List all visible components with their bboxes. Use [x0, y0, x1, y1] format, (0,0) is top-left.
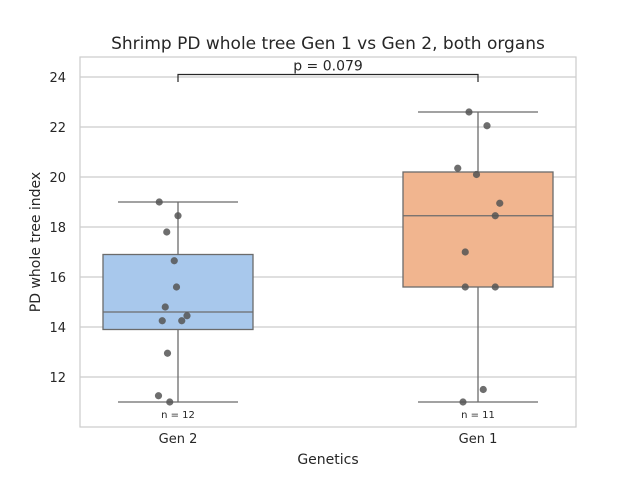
data-point [472, 170, 481, 179]
sample-size-label: n = 11 [461, 410, 495, 421]
box-iqr [402, 171, 554, 288]
data-point [155, 198, 163, 206]
data-point [172, 283, 181, 291]
y-tick-label: 12 [49, 371, 66, 386]
data-points [154, 108, 504, 406]
significance-annotation: p = 0.079 [177, 59, 479, 82]
y-tick-label: 18 [49, 221, 66, 236]
y-tick-labels: 12 14 16 18 20 22 24 [49, 71, 66, 386]
box-iqr [102, 253, 254, 331]
x-tick-labels: Gen 2 Gen 1 [159, 432, 498, 447]
y-axis-label: PD whole tree index [28, 172, 44, 312]
data-point [479, 385, 487, 394]
data-point [461, 248, 469, 256]
data-point [166, 398, 174, 406]
box-gen-2: n = 12 [102, 201, 254, 421]
data-point [491, 212, 499, 220]
boxes: n = 12 n = 11 [102, 111, 554, 421]
data-point [459, 398, 467, 406]
data-point [158, 317, 166, 325]
data-point [178, 317, 186, 325]
p-value-label: p = 0.079 [293, 59, 363, 75]
y-tick-label: 16 [49, 271, 66, 286]
chart-title: Shrimp PD whole tree Gen 1 vs Gen 2, bot… [111, 34, 545, 54]
data-point [163, 349, 172, 357]
data-point [461, 283, 469, 291]
data-point [163, 228, 171, 236]
data-point [170, 257, 178, 265]
y-tick-label: 14 [49, 321, 66, 336]
x-axis-label: Genetics [297, 452, 358, 468]
data-point [465, 108, 473, 116]
data-point [183, 312, 191, 320]
data-point [491, 283, 499, 291]
data-point [161, 303, 169, 311]
data-point [174, 212, 182, 220]
data-point [454, 164, 462, 172]
data-point [154, 392, 163, 400]
y-tick-label: 20 [49, 171, 66, 186]
box-gen-1: n = 11 [402, 111, 554, 421]
data-point [483, 122, 491, 130]
plot-frame [79, 56, 577, 428]
y-tick-label: 22 [49, 121, 66, 136]
y-tick-label: 24 [49, 71, 66, 86]
significance-bracket [177, 73, 479, 82]
x-tick-label: Gen 1 [459, 432, 498, 447]
x-tick-label: Gen 2 [159, 432, 198, 447]
sample-size-label: n = 12 [161, 410, 195, 421]
data-point [496, 199, 504, 207]
